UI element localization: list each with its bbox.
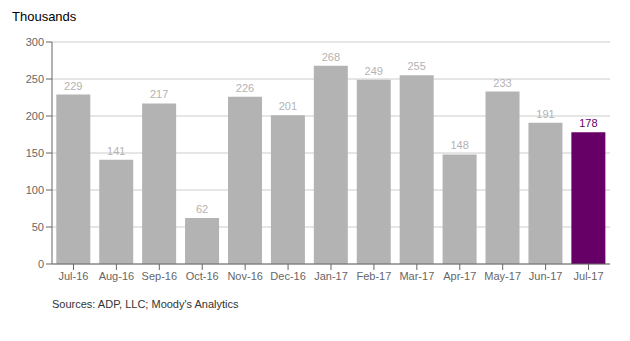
svg-text:Aug-16: Aug-16 — [99, 270, 134, 282]
svg-text:226: 226 — [236, 82, 254, 94]
html-text:Thousands: Thousands — [12, 9, 77, 24]
svg-text:250: 250 — [26, 73, 44, 85]
svg-text:Sep-16: Sep-16 — [142, 270, 177, 282]
svg-text:201: 201 — [279, 100, 297, 112]
svg-text:141: 141 — [107, 145, 125, 157]
svg-text:233: 233 — [493, 77, 511, 89]
html-text:Sources: ADP, LLC; Moody's Ana: Sources: ADP, LLC; Moody's Analytics — [52, 298, 239, 310]
svg-text:229: 229 — [64, 80, 82, 92]
svg-text:300: 300 — [26, 36, 44, 48]
svg-text:Nov-16: Nov-16 — [227, 270, 262, 282]
svg-text:191: 191 — [536, 108, 554, 120]
svg-text:Apr-17: Apr-17 — [443, 270, 476, 282]
svg-text:200: 200 — [26, 110, 44, 122]
svg-text:100: 100 — [26, 184, 44, 196]
svg-text:0: 0 — [38, 258, 44, 270]
svg-text:217: 217 — [150, 88, 168, 100]
svg-text:Mar-17: Mar-17 — [399, 270, 434, 282]
svg-text:Oct-16: Oct-16 — [186, 270, 219, 282]
svg-text:Jun-17: Jun-17 — [529, 270, 563, 282]
svg-text:Jul-17: Jul-17 — [574, 270, 604, 282]
svg-text:Feb-17: Feb-17 — [356, 270, 391, 282]
svg-text:Jan-17: Jan-17 — [314, 270, 348, 282]
svg-text:62: 62 — [196, 203, 208, 215]
svg-text:Dec-16: Dec-16 — [270, 270, 305, 282]
svg-text:Jul-16: Jul-16 — [58, 270, 88, 282]
svg-text:148: 148 — [450, 139, 468, 151]
svg-text:268: 268 — [322, 51, 340, 63]
svg-text:178: 178 — [579, 117, 597, 129]
svg-text:50: 50 — [32, 221, 44, 233]
svg-text:150: 150 — [26, 147, 44, 159]
svg-text:May-17: May-17 — [484, 270, 521, 282]
svg-text:255: 255 — [407, 60, 425, 72]
svg-text:249: 249 — [365, 65, 383, 77]
